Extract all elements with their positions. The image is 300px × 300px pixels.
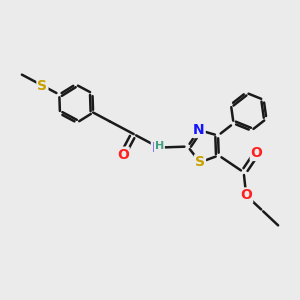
Text: H: H	[154, 142, 164, 152]
Text: O: O	[240, 188, 252, 203]
Text: N: N	[152, 141, 164, 154]
Text: S: S	[38, 79, 47, 93]
Text: N: N	[193, 123, 205, 137]
Text: O: O	[251, 146, 262, 160]
Text: S: S	[195, 155, 205, 169]
Text: O: O	[117, 148, 129, 162]
